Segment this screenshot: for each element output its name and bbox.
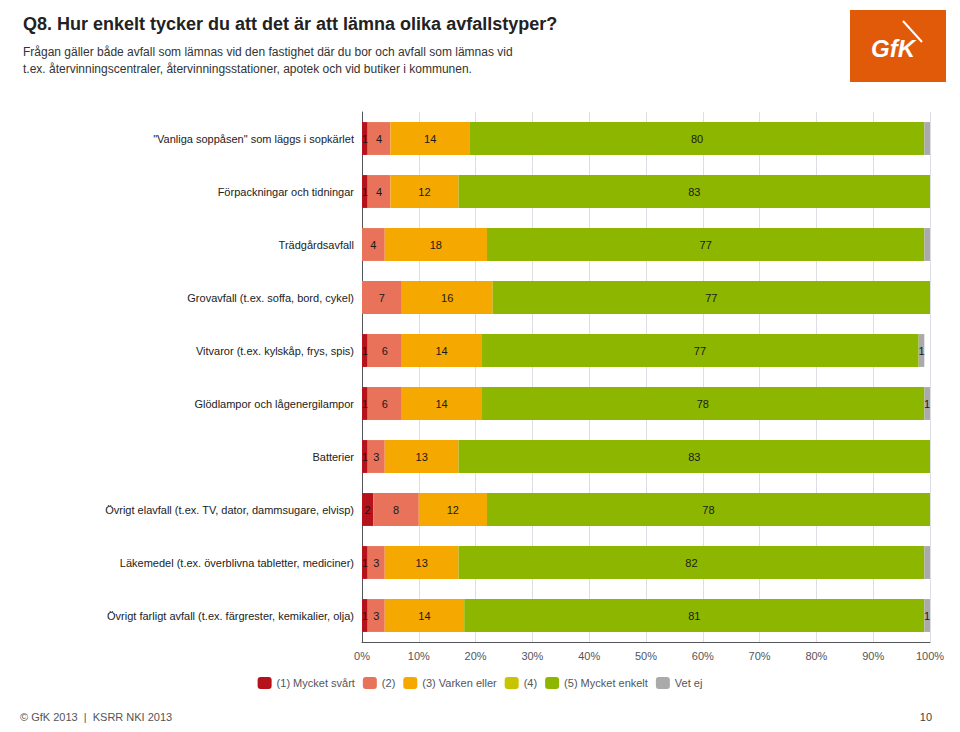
svg-text:7: 7 — [379, 292, 385, 304]
svg-text:3: 3 — [373, 610, 379, 622]
svg-text:1: 1 — [362, 133, 368, 145]
svg-text:80%: 80% — [805, 650, 827, 662]
svg-text:78: 78 — [702, 504, 714, 516]
svg-text:77: 77 — [694, 345, 706, 357]
svg-text:6: 6 — [382, 398, 388, 410]
svg-text:80: 80 — [691, 133, 703, 145]
svg-text:© GfK 2013 | KSRR NKI 2013: © GfK 2013 | KSRR NKI 2013 — [20, 711, 172, 723]
svg-text:Förpackningar och tidningar: Förpackningar och tidningar — [218, 186, 355, 198]
svg-text:"Vanliga soppåsen" som läggs i: "Vanliga soppåsen" som läggs i sopkärlet — [153, 133, 354, 145]
svg-text:1: 1 — [362, 186, 368, 198]
svg-text:1: 1 — [924, 610, 930, 622]
svg-text:1: 1 — [362, 398, 368, 410]
svg-text:2: 2 — [365, 504, 371, 516]
svg-text:1: 1 — [362, 451, 368, 463]
svg-text:8: 8 — [393, 504, 399, 516]
svg-text:77: 77 — [705, 292, 717, 304]
svg-text:78: 78 — [697, 398, 709, 410]
svg-text:50%: 50% — [635, 650, 657, 662]
svg-text:81: 81 — [688, 610, 700, 622]
svg-text:30%: 30% — [521, 650, 543, 662]
svg-text:14: 14 — [424, 133, 436, 145]
svg-text:16: 16 — [441, 292, 453, 304]
svg-text:3: 3 — [373, 557, 379, 569]
svg-text:Övrigt elavfall (t.ex. TV, dat: Övrigt elavfall (t.ex. TV, dator, dammsu… — [105, 504, 354, 516]
svg-text:Trädgårdsavfall: Trädgårdsavfall — [279, 239, 354, 251]
svg-text:Q8. Hur enkelt tycker du att d: Q8. Hur enkelt tycker du att det är att … — [23, 14, 557, 34]
svg-text:(4): (4) — [524, 677, 537, 689]
svg-text:90%: 90% — [862, 650, 884, 662]
svg-text:12: 12 — [447, 504, 459, 516]
svg-text:0%: 0% — [354, 650, 370, 662]
svg-text:83: 83 — [688, 451, 700, 463]
svg-text:Läkemedel (t.ex. överblivna ta: Läkemedel (t.ex. överblivna tabletter, m… — [120, 557, 354, 569]
svg-text:t.ex. återvinningscentraler, å: t.ex. återvinningscentraler, återvinning… — [23, 62, 472, 76]
svg-text:Frågan gäller både avfall som: Frågan gäller både avfall som lämnas vid… — [23, 45, 513, 59]
svg-text:13: 13 — [416, 451, 428, 463]
svg-text:(1) Mycket svårt: (1) Mycket svårt — [277, 677, 355, 689]
svg-text:14: 14 — [435, 345, 447, 357]
svg-text:1: 1 — [918, 345, 924, 357]
svg-text:GfK: GfK — [871, 35, 917, 62]
svg-text:4: 4 — [370, 239, 376, 251]
svg-text:10: 10 — [920, 711, 932, 723]
svg-text:10%: 10% — [408, 650, 430, 662]
svg-text:60%: 60% — [692, 650, 714, 662]
svg-text:Grovavfall (t.ex. soffa, bord,: Grovavfall (t.ex. soffa, bord, cykel) — [187, 292, 354, 304]
svg-text:Vitvaror (t.ex. kylskåp, frys,: Vitvaror (t.ex. kylskåp, frys, spis) — [196, 345, 354, 357]
svg-text:13: 13 — [416, 557, 428, 569]
svg-text:82: 82 — [685, 557, 697, 569]
svg-text:1: 1 — [362, 557, 368, 569]
svg-text:1: 1 — [362, 610, 368, 622]
svg-text:Vet ej: Vet ej — [675, 677, 703, 689]
svg-text:1: 1 — [924, 398, 930, 410]
svg-text:100%: 100% — [916, 650, 944, 662]
svg-text:40%: 40% — [578, 650, 600, 662]
svg-text:(2): (2) — [382, 677, 395, 689]
svg-text:77: 77 — [700, 239, 712, 251]
svg-text:6: 6 — [382, 345, 388, 357]
svg-text:1: 1 — [362, 345, 368, 357]
svg-text:(3) Varken eller: (3) Varken eller — [422, 677, 497, 689]
svg-text:20%: 20% — [465, 650, 487, 662]
svg-text:(5) Mycket enkelt: (5) Mycket enkelt — [564, 677, 648, 689]
svg-text:3: 3 — [373, 451, 379, 463]
svg-text:18: 18 — [430, 239, 442, 251]
svg-text:83: 83 — [688, 186, 700, 198]
svg-text:12: 12 — [418, 186, 430, 198]
svg-text:4: 4 — [376, 186, 382, 198]
svg-text:Glödlampor och lågenergilampor: Glödlampor och lågenergilampor — [194, 398, 354, 410]
svg-text:14: 14 — [418, 610, 430, 622]
svg-text:4: 4 — [376, 133, 382, 145]
svg-text:Batterier: Batterier — [312, 451, 354, 463]
svg-text:Övrigt farligt avfall (t.ex. f: Övrigt farligt avfall (t.ex. färgrester,… — [107, 610, 354, 622]
svg-text:14: 14 — [435, 398, 447, 410]
svg-text:70%: 70% — [749, 650, 771, 662]
